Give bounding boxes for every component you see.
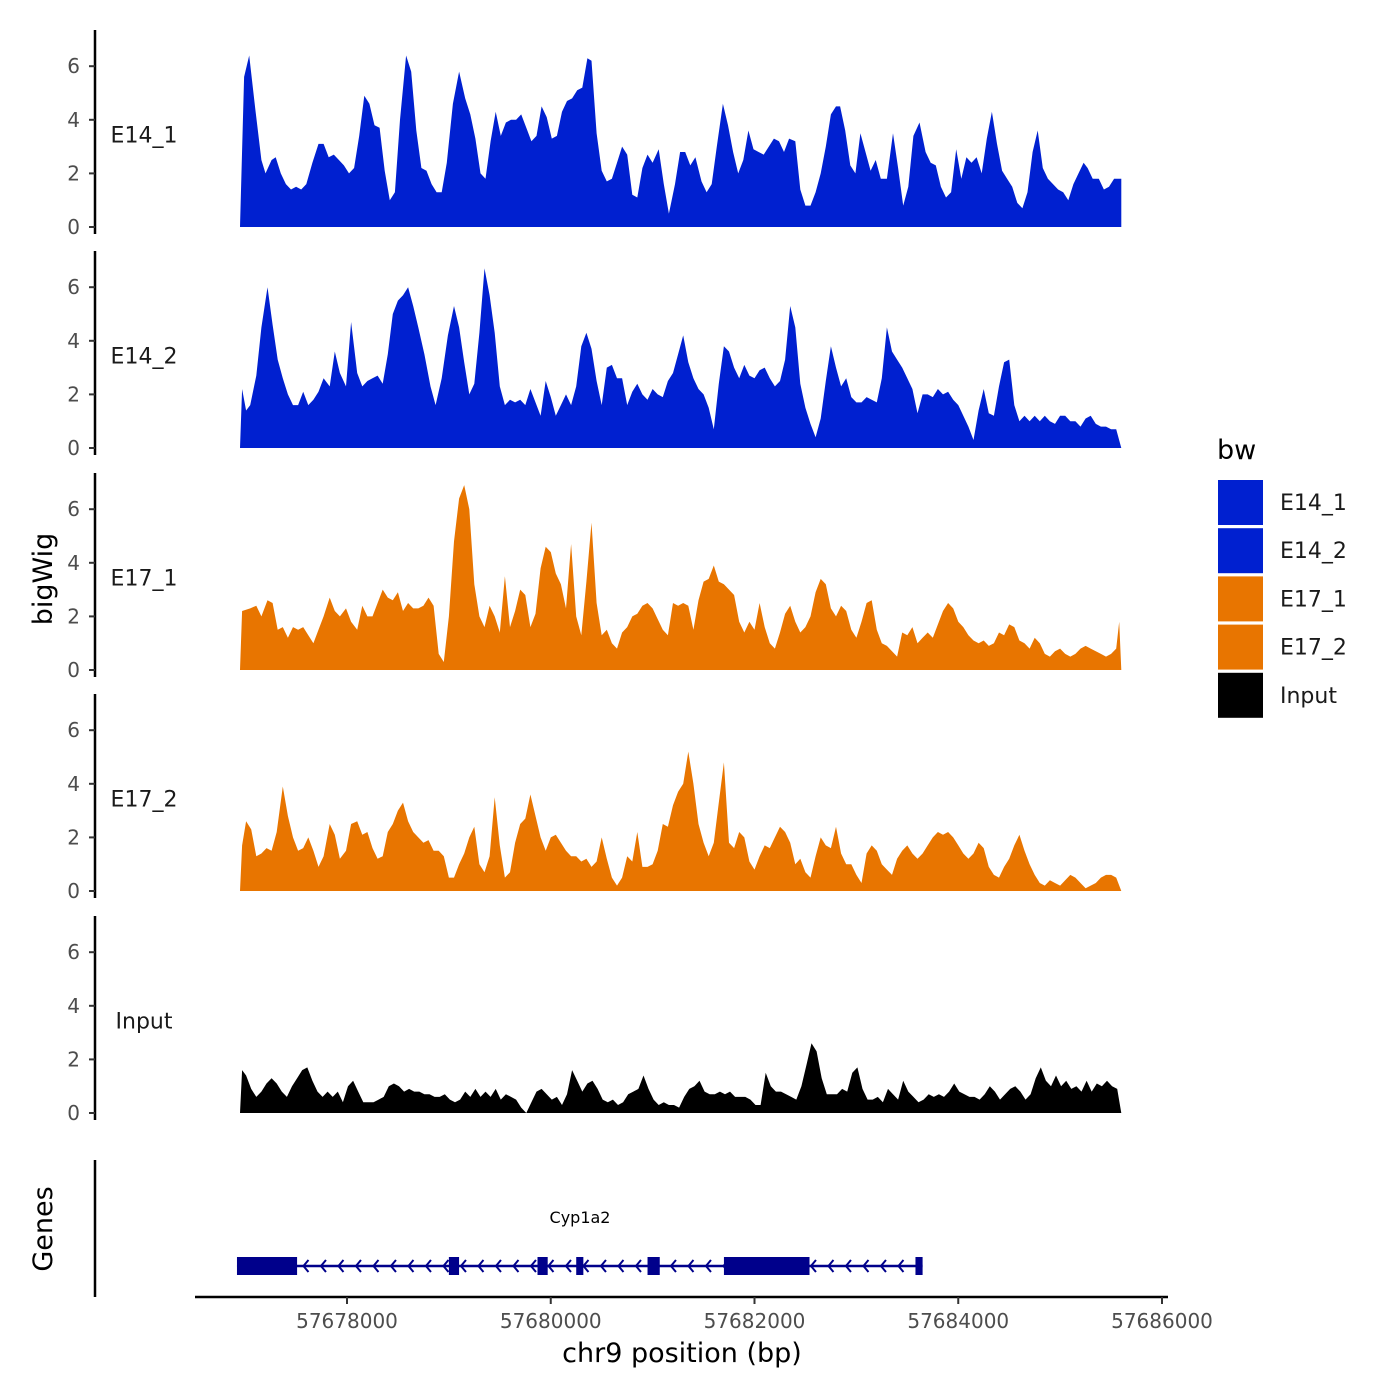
strand-arrow bbox=[302, 1259, 310, 1273]
strand-arrow bbox=[617, 1259, 625, 1273]
y-axis-title: bigWig bbox=[28, 533, 59, 626]
coverage-area-e17-2 bbox=[240, 751, 1122, 891]
gene-exon bbox=[236, 1257, 298, 1275]
legend-swatch bbox=[1218, 480, 1263, 525]
coverage-area-e14-1 bbox=[240, 55, 1122, 227]
y-tick-label: 0 bbox=[67, 1101, 80, 1125]
strand-arrow bbox=[844, 1259, 852, 1273]
strand-arrow bbox=[372, 1259, 380, 1273]
strand-arrow bbox=[494, 1259, 502, 1273]
x-axis: 57678000 57680000 57682000 57684000 57686000 bbox=[195, 1295, 1213, 1333]
track-input: 0 2 4 6 Input bbox=[67, 916, 1122, 1125]
legend-item-label: E17_1 bbox=[1280, 587, 1347, 612]
genes-track: Cyp1a2 bbox=[93, 1160, 923, 1297]
gene-exon bbox=[647, 1257, 660, 1275]
y-tick-label: 0 bbox=[67, 436, 80, 460]
strand-arrow bbox=[477, 1259, 485, 1273]
strand-arrow bbox=[529, 1259, 537, 1273]
y-tick-label: 6 bbox=[67, 940, 80, 964]
y-tick-label: 2 bbox=[67, 825, 80, 849]
y-tick-label: 4 bbox=[67, 772, 80, 796]
tracks-layer: 0 2 4 6 E14_1 0 2 4 6 E14_2 0 2 4 6 E17_1 0 2 4 6 E17_2 0 2 4 6… bbox=[67, 30, 1122, 1125]
track-label: E17_1 bbox=[111, 567, 178, 592]
track-e14-2: 0 2 4 6 E14_2 bbox=[67, 251, 1122, 460]
gene-exon bbox=[537, 1257, 548, 1275]
legend-item-label: Input bbox=[1280, 684, 1337, 709]
gene-exon bbox=[576, 1257, 584, 1275]
strand-arrow bbox=[564, 1259, 572, 1273]
strand-arrow bbox=[407, 1259, 415, 1273]
strand-arrow bbox=[897, 1259, 905, 1273]
track-label: E14_1 bbox=[111, 124, 178, 149]
y-tick-label: 2 bbox=[67, 382, 80, 406]
y-tick-label: 2 bbox=[67, 1047, 80, 1071]
y-tick-label: 0 bbox=[67, 879, 80, 903]
strand-arrow bbox=[599, 1259, 607, 1273]
x-tick-label: 57686000 bbox=[1111, 1309, 1213, 1333]
y-tick-label: 6 bbox=[67, 718, 80, 742]
strand-arrow bbox=[582, 1259, 590, 1273]
y-tick-label: 4 bbox=[67, 108, 80, 132]
strand-arrow bbox=[319, 1259, 327, 1273]
y-tick-label: 6 bbox=[67, 497, 80, 521]
legend-item-label: E17_2 bbox=[1280, 636, 1347, 661]
track-e17-2: 0 2 4 6 E17_2 bbox=[67, 694, 1122, 903]
strand-arrow bbox=[337, 1259, 345, 1273]
y-tick-label: 0 bbox=[67, 215, 80, 239]
strand-arrow bbox=[704, 1259, 712, 1273]
strand-arrow bbox=[459, 1259, 467, 1273]
strand-arrow bbox=[389, 1259, 397, 1273]
strand-arrow bbox=[687, 1259, 695, 1273]
strand-arrow bbox=[442, 1259, 450, 1273]
x-tick-label: 57678000 bbox=[296, 1309, 398, 1333]
strand-arrow bbox=[879, 1259, 887, 1273]
coverage-area-e17-1 bbox=[240, 485, 1122, 670]
strand-arrow bbox=[354, 1259, 362, 1273]
legend-item-label: E14_1 bbox=[1280, 491, 1347, 516]
legend-swatch bbox=[1218, 624, 1263, 670]
y-tick-label: 6 bbox=[67, 275, 80, 299]
gene-name-label: Cyp1a2 bbox=[550, 1208, 611, 1227]
strand-arrow bbox=[862, 1259, 870, 1273]
legend-item-label: E14_2 bbox=[1280, 539, 1347, 564]
genes-axis-label: Genes bbox=[28, 1186, 59, 1271]
strand-arrow bbox=[827, 1259, 835, 1273]
y-tick-label: 0 bbox=[67, 658, 80, 682]
y-tick-label: 4 bbox=[67, 994, 80, 1018]
strand-arrow bbox=[512, 1259, 520, 1273]
track-label: E17_2 bbox=[111, 788, 178, 813]
y-tick-label: 4 bbox=[67, 329, 80, 353]
x-tick-label: 57682000 bbox=[704, 1309, 806, 1333]
legend: bw E14_1 E14_2 E17_1 E17_2 Input bbox=[1217, 435, 1347, 718]
x-axis-title: chr9 position (bp) bbox=[562, 1338, 802, 1369]
coverage-area-input bbox=[240, 1043, 1122, 1113]
gene-exon bbox=[915, 1257, 923, 1275]
gene-exon bbox=[448, 1257, 460, 1275]
track-label: E14_2 bbox=[111, 345, 178, 370]
legend-swatch bbox=[1218, 672, 1263, 718]
strand-arrow bbox=[634, 1259, 642, 1273]
coverage-area-e14-2 bbox=[240, 268, 1122, 448]
legend-swatch bbox=[1218, 528, 1263, 574]
x-tick-label: 57684000 bbox=[907, 1309, 1009, 1333]
track-e17-1: 0 2 4 6 E17_1 bbox=[67, 473, 1122, 682]
y-tick-label: 4 bbox=[67, 551, 80, 575]
track-label: Input bbox=[116, 1010, 173, 1035]
y-tick-label: 6 bbox=[67, 54, 80, 78]
gene-exon bbox=[723, 1257, 810, 1275]
strand-arrow bbox=[669, 1259, 677, 1273]
y-tick-label: 2 bbox=[67, 604, 80, 628]
strand-arrow bbox=[547, 1259, 555, 1273]
legend-swatch bbox=[1218, 576, 1263, 622]
x-tick-label: 57680000 bbox=[500, 1309, 602, 1333]
y-tick-label: 2 bbox=[67, 161, 80, 185]
strand-arrow bbox=[424, 1259, 432, 1273]
strand-arrow bbox=[809, 1259, 817, 1273]
track-e14-1: 0 2 4 6 E14_1 bbox=[67, 30, 1122, 239]
legend-title: bw bbox=[1217, 435, 1256, 466]
